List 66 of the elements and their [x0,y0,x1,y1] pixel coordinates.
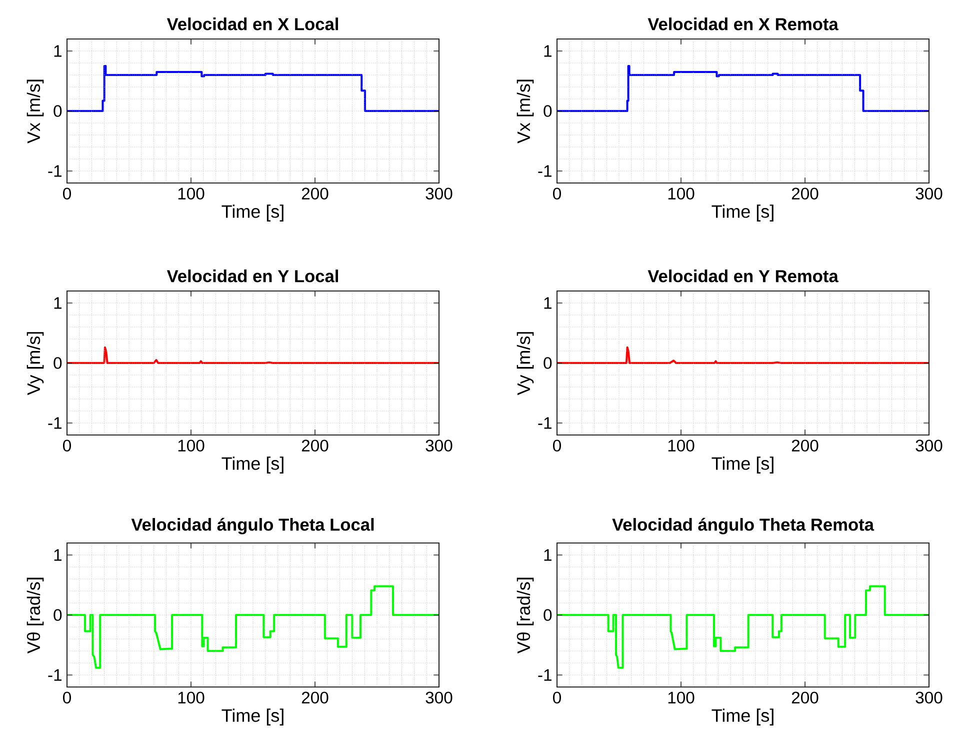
line-series [67,585,439,669]
x-tick-label: 200 [302,188,328,200]
chart-title: Velocidad ángulo Theta Remota [612,518,874,534]
x-tick-label: 100 [668,692,694,704]
y-tick-label: 1 [544,549,552,561]
y-tick-label: 0 [544,105,552,117]
x-tick-label: 100 [178,188,204,200]
x-tick-label: 0 [553,188,561,200]
y-tick-label: 1 [544,297,552,309]
y-tick-label: -1 [48,165,62,177]
x-tick-label: 300 [426,692,452,704]
x-tick-label: 200 [792,440,818,452]
x-tick-label: 0 [553,440,561,452]
line-series [557,585,930,669]
line-series [67,65,439,112]
x-tick-label: 0 [63,440,71,452]
x-tick-label: 200 [302,692,328,704]
y-axis-title: Vy [m/s] [26,332,44,396]
x-tick-label: 200 [792,692,818,704]
line-series [67,346,439,364]
x-axis-title: Time [s] [222,708,284,726]
y-tick-label: 1 [54,45,62,57]
y-tick-label: -1 [538,669,552,681]
y-tick-label: 0 [544,357,552,369]
y-axis-title: Vx [m/s] [516,80,534,144]
y-tick-label: -1 [48,669,62,681]
x-axis-title: Time [s] [222,204,284,222]
y-tick-label: -1 [538,417,552,429]
x-tick-label: 0 [553,692,561,704]
x-tick-label: 100 [178,692,204,704]
y-tick-label: -1 [48,417,62,429]
y-axis-title: Vy [m/s] [516,332,534,396]
y-tick-label: -1 [538,165,552,177]
x-tick-label: 100 [668,188,694,200]
x-tick-label: 100 [178,440,204,452]
x-axis-title: Time [s] [712,204,774,222]
y-axis-title: Vx [m/s] [26,80,44,144]
y-tick-label: 1 [544,45,552,57]
x-tick-label: 300 [916,440,942,452]
y-axis-title: Vθ [rad/s] [26,578,44,654]
line-series [557,65,930,112]
x-tick-label: 300 [916,692,942,704]
chart-title: Velocidad en Y Remota [648,270,838,282]
x-tick-label: 0 [63,188,71,200]
y-tick-label: 1 [54,549,62,561]
x-axis-title: Time [s] [222,456,284,474]
x-tick-label: 0 [63,692,71,704]
line-series [557,346,930,364]
y-tick-label: 0 [54,105,62,117]
y-tick-label: 1 [54,297,62,309]
x-tick-label: 300 [916,188,942,200]
x-tick-label: 300 [426,188,452,200]
chart-title: Velocidad en X Local [166,18,338,30]
chart-title: Velocidad en X Remota [648,18,838,30]
y-tick-label: 0 [544,609,552,621]
chart-title: Velocidad en Y Local [166,270,338,282]
x-axis-title: Time [s] [712,708,774,726]
x-tick-label: 200 [302,440,328,452]
x-tick-label: 100 [668,440,694,452]
x-axis-title: Time [s] [712,456,774,474]
chart-title: Velocidad ángulo Theta Local [131,518,374,534]
x-tick-label: 300 [426,440,452,452]
y-tick-label: 0 [54,609,62,621]
y-axis-title: Vθ [rad/s] [516,578,534,654]
y-tick-label: 0 [54,357,62,369]
x-tick-label: 200 [792,188,818,200]
